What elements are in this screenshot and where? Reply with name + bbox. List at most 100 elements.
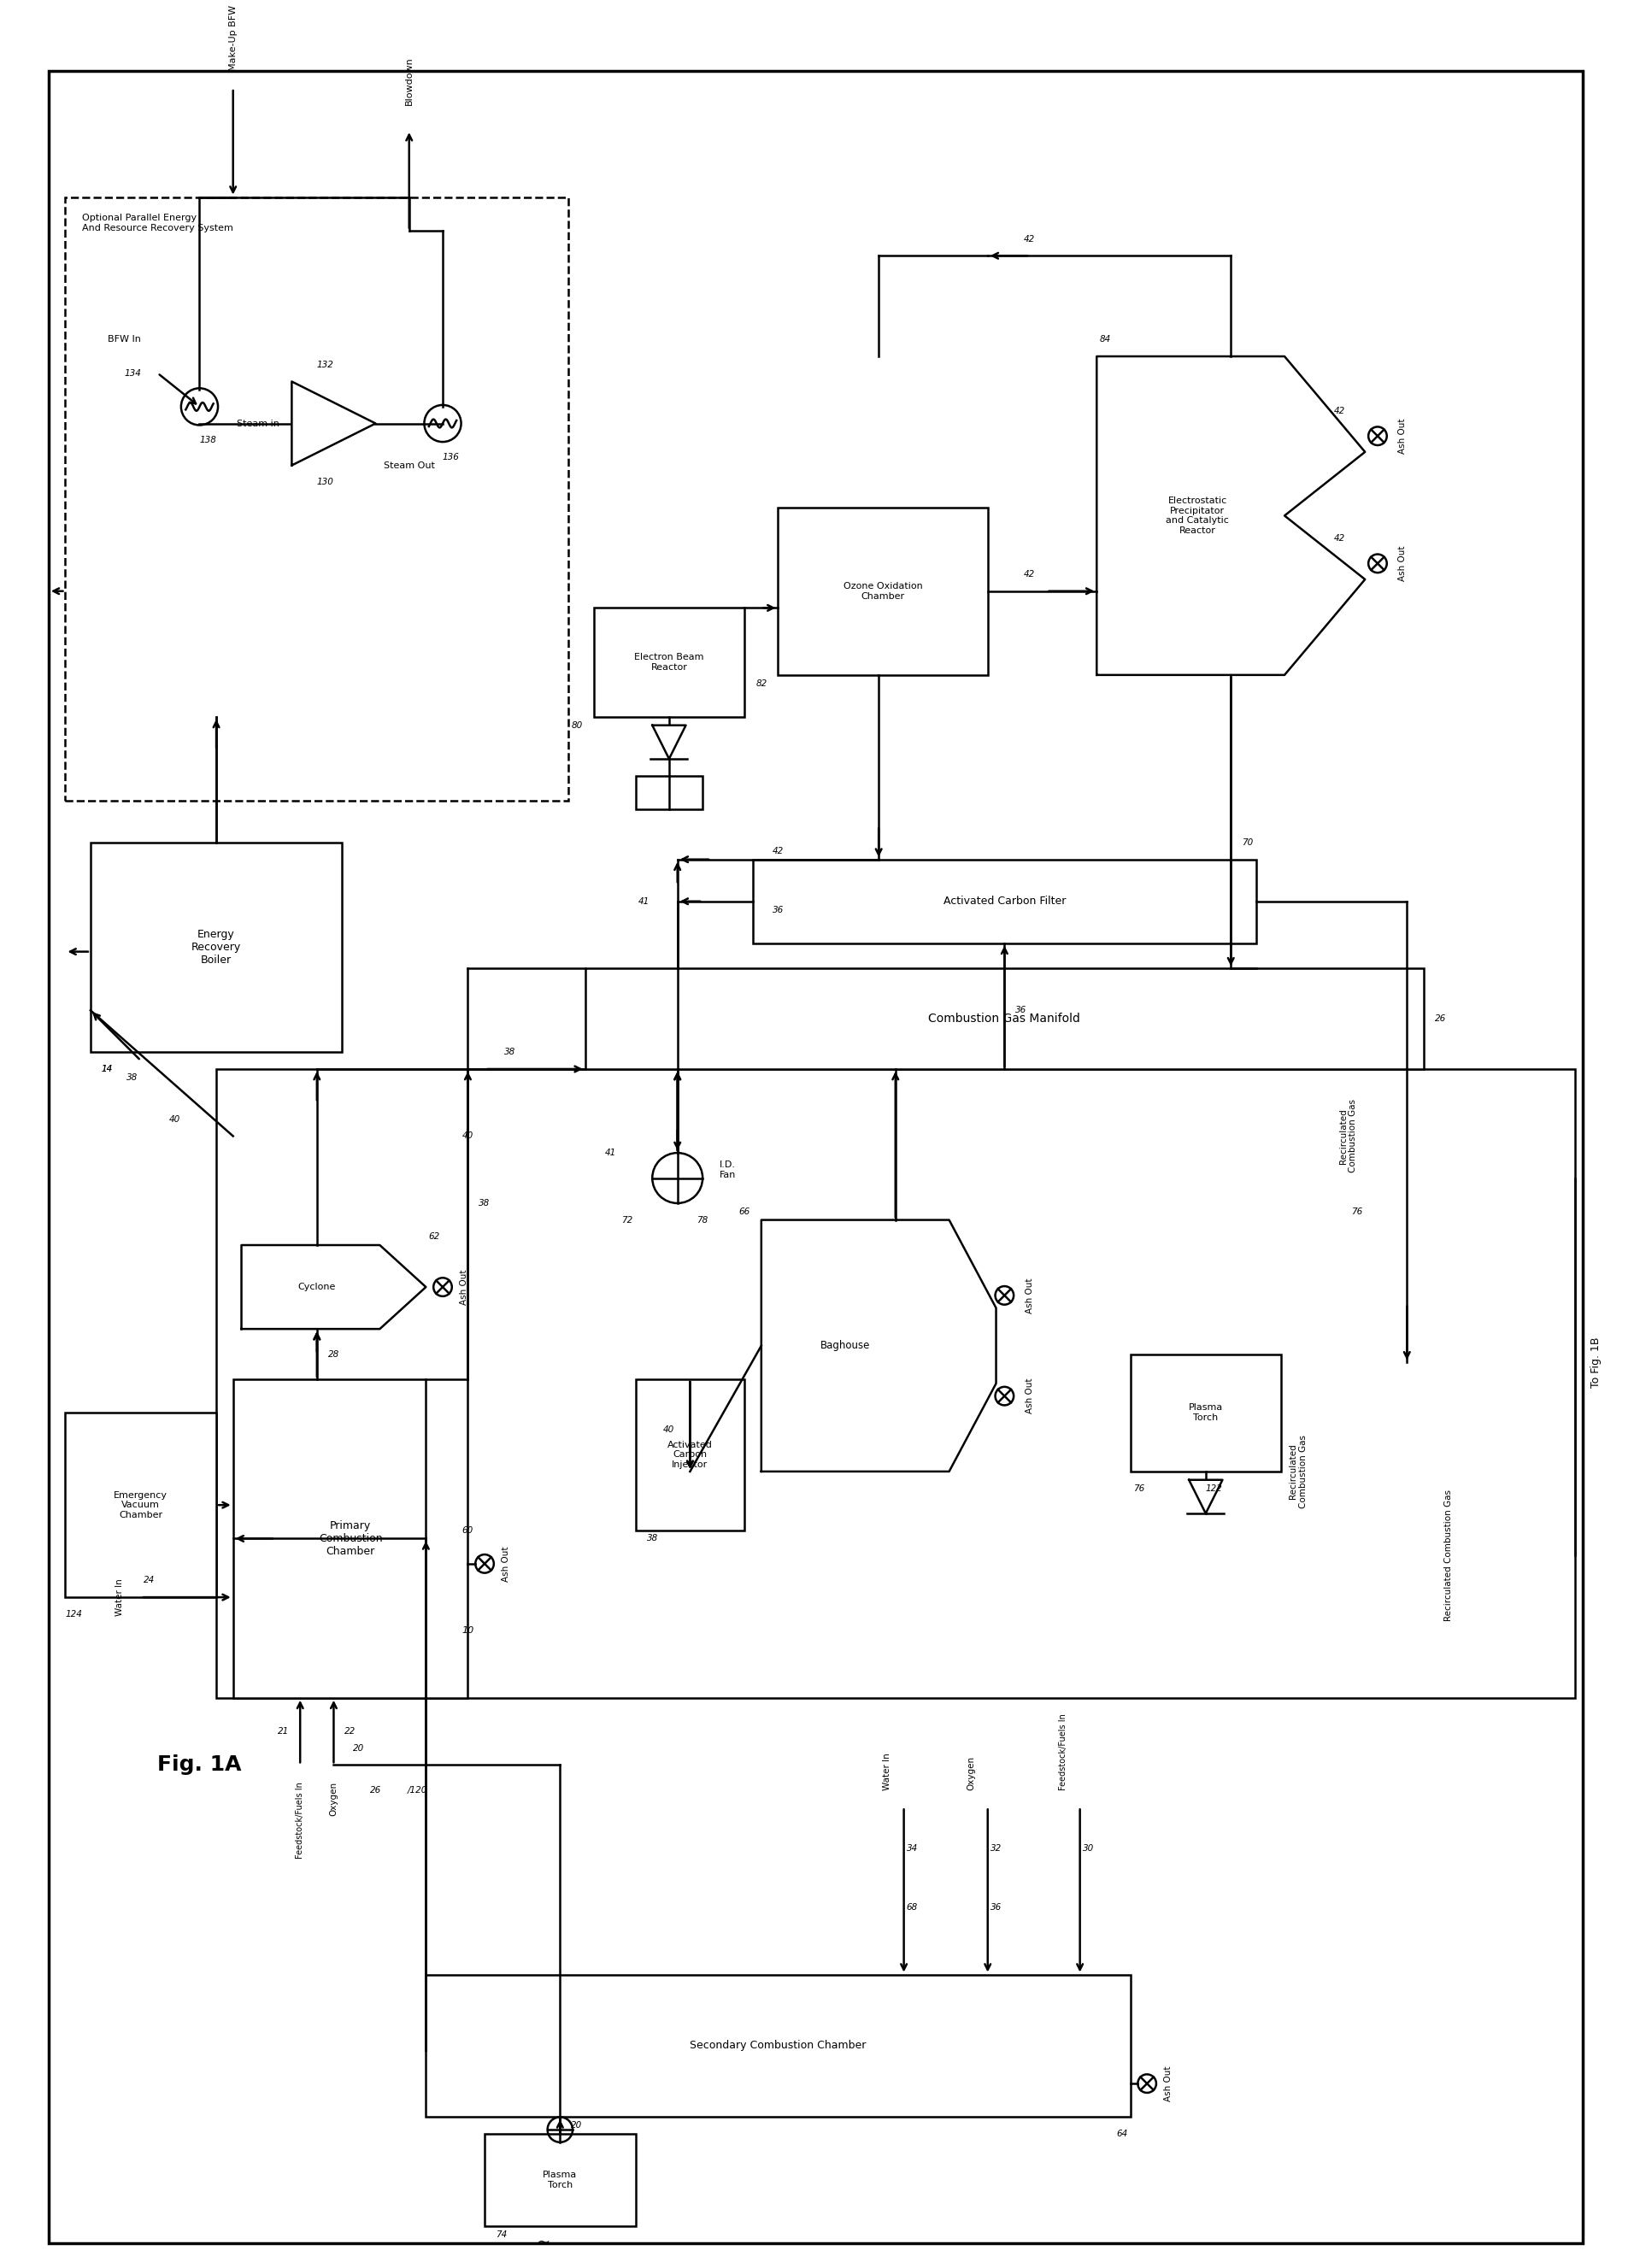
Text: 14: 14 (102, 1064, 113, 1073)
Text: Cyclone: Cyclone (298, 1284, 336, 1290)
Text: Ash Out: Ash Out (1164, 2066, 1173, 2100)
Text: 36: 36 (991, 1903, 1002, 1912)
Text: Energy
Recovery
Boiler: Energy Recovery Boiler (192, 930, 241, 966)
Text: BFW In: BFW In (108, 336, 141, 345)
Bar (636, 776, 702, 810)
Bar (777, 508, 987, 676)
Text: 64: 64 (1117, 2130, 1128, 2139)
Text: 66: 66 (740, 1207, 749, 1216)
Text: 38: 38 (126, 1073, 138, 1082)
Text: Ash Out: Ash Out (1025, 1379, 1033, 1413)
Text: 32: 32 (991, 1844, 1002, 1853)
Text: Baghouse: Baghouse (820, 1340, 871, 1352)
Text: Steam in: Steam in (236, 420, 279, 429)
Polygon shape (292, 381, 376, 465)
Text: Activated Carbon Filter: Activated Carbon Filter (943, 896, 1066, 907)
Bar (753, 860, 1256, 943)
Bar (233, 1379, 467, 1699)
Text: 40: 40 (664, 1424, 674, 1433)
Text: ~: ~ (536, 2234, 551, 2250)
Text: 34: 34 (907, 1844, 918, 1853)
Bar (216, 1068, 1574, 1699)
Text: Secondary Combustion Chamber: Secondary Combustion Chamber (690, 2041, 866, 2050)
Text: Optional Parallel Energy
And Resource Recovery System: Optional Parallel Energy And Resource Re… (82, 213, 233, 231)
Text: Oxygen: Oxygen (966, 1755, 976, 1789)
Bar (66, 1413, 216, 1597)
Text: 21: 21 (277, 1728, 289, 1735)
Text: Recirculated Combustion Gas: Recirculated Combustion Gas (1445, 1490, 1453, 1622)
Text: 132: 132 (317, 361, 335, 370)
Text: Plasma
Torch: Plasma Torch (543, 2170, 577, 2189)
Text: Make-Up BFW: Make-Up BFW (230, 5, 238, 70)
Text: 36: 36 (772, 905, 784, 914)
Text: 42: 42 (772, 846, 784, 855)
Text: 42: 42 (1023, 234, 1035, 243)
Bar (426, 1975, 1130, 2116)
Text: Recirculated
Combustion Gas: Recirculated Combustion Gas (1338, 1100, 1358, 1173)
Text: Ash Out: Ash Out (1399, 417, 1407, 454)
Text: 80: 80 (571, 721, 582, 730)
Text: 38: 38 (503, 1048, 515, 1057)
Text: 24: 24 (144, 1576, 154, 1585)
Text: Oxygen: Oxygen (330, 1783, 338, 1817)
Polygon shape (1189, 1479, 1222, 1513)
Text: Ash Out: Ash Out (1399, 547, 1407, 581)
Text: Combustion Gas Manifold: Combustion Gas Manifold (928, 1014, 1081, 1025)
Bar (636, 1379, 745, 1531)
Text: 82: 82 (756, 678, 768, 687)
Text: 40: 40 (462, 1132, 474, 1141)
Text: 38: 38 (646, 1533, 658, 1542)
Text: Ash Out: Ash Out (459, 1270, 467, 1304)
Bar (594, 608, 745, 717)
Text: 26: 26 (1435, 1014, 1446, 1023)
Text: 41: 41 (605, 1148, 617, 1157)
Text: 136: 136 (443, 454, 459, 460)
Text: 76: 76 (1351, 1207, 1363, 1216)
Bar (66, 197, 569, 801)
Text: I.D.
Fan: I.D. Fan (720, 1161, 736, 1179)
Text: 84: 84 (1099, 336, 1110, 345)
Text: 30: 30 (1082, 1844, 1094, 1853)
Text: Water In: Water In (882, 1753, 892, 1789)
Text: Plasma
Torch: Plasma Torch (1189, 1404, 1223, 1422)
Bar (1130, 1354, 1281, 1472)
Text: Activated
Carbon
Injector: Activated Carbon Injector (667, 1440, 713, 1470)
Text: 20: 20 (571, 2121, 582, 2130)
Text: Primary
Combustion
Chamber: Primary Combustion Chamber (318, 1520, 382, 1556)
Text: Water In: Water In (115, 1579, 125, 1615)
Text: Electron Beam
Reactor: Electron Beam Reactor (635, 653, 704, 671)
Text: 134: 134 (125, 370, 141, 376)
Text: 22: 22 (344, 1728, 356, 1735)
Text: To Fig. 1B: To Fig. 1B (1591, 1338, 1601, 1388)
Polygon shape (241, 1245, 426, 1329)
Text: 40: 40 (169, 1116, 180, 1123)
Text: Fig. 1A: Fig. 1A (157, 1755, 241, 1776)
Polygon shape (761, 1220, 995, 1472)
Text: 62: 62 (428, 1232, 440, 1241)
Text: 42: 42 (1335, 533, 1345, 542)
Text: 76: 76 (1133, 1483, 1145, 1492)
Text: 36: 36 (1015, 1007, 1027, 1014)
Text: Feedstock/Fuels In: Feedstock/Fuels In (1059, 1712, 1068, 1789)
Polygon shape (1097, 356, 1364, 676)
Text: /120: /120 (407, 1785, 428, 1794)
Text: 78: 78 (697, 1216, 708, 1225)
Text: 10: 10 (462, 1626, 474, 1635)
Text: 41: 41 (638, 898, 649, 905)
Text: 138: 138 (200, 435, 216, 445)
Text: 14: 14 (102, 1064, 113, 1073)
Text: 72: 72 (622, 1216, 633, 1225)
Text: Steam Out: Steam Out (384, 460, 435, 469)
Text: 122: 122 (1205, 1483, 1222, 1492)
Text: Ash Out: Ash Out (1025, 1277, 1033, 1313)
Bar (484, 2134, 636, 2227)
Text: 130: 130 (317, 479, 335, 485)
Text: Feedstock/Fuels In: Feedstock/Fuels In (295, 1783, 305, 1857)
Text: 28: 28 (328, 1349, 339, 1359)
Text: 20: 20 (353, 1744, 364, 1753)
Polygon shape (653, 726, 686, 760)
Text: 124: 124 (66, 1610, 82, 1619)
Text: Ozone Oxidation
Chamber: Ozone Oxidation Chamber (843, 583, 923, 601)
Text: Electrostatic
Precipitator
and Catalytic
Reactor: Electrostatic Precipitator and Catalytic… (1166, 497, 1228, 535)
Text: 42: 42 (1335, 406, 1345, 415)
